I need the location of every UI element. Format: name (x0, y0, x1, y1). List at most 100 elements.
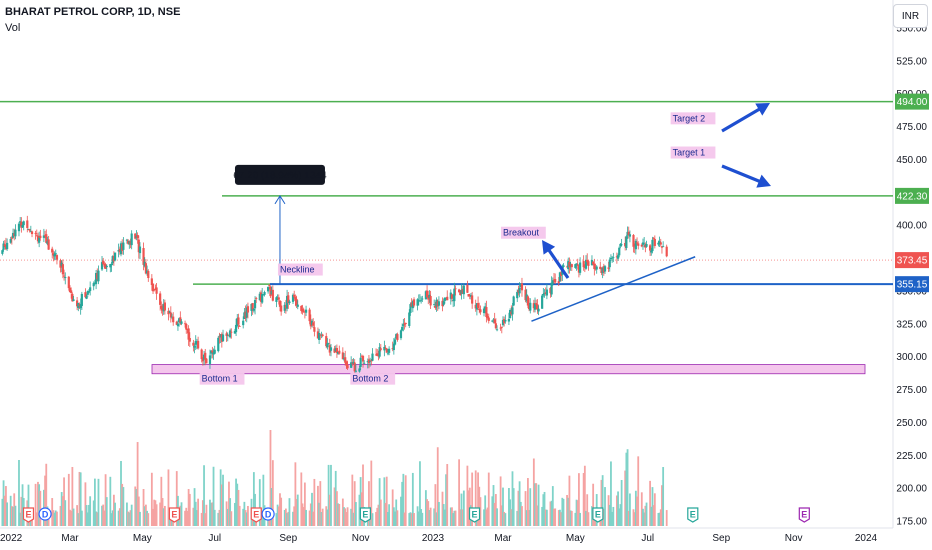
candle-body (270, 290, 273, 295)
support-trendline[interactable] (531, 256, 696, 322)
dividend-marker[interactable] (38, 507, 52, 521)
candle-body (4, 244, 8, 250)
target-2-arrow[interactable] (721, 103, 770, 133)
candle-body (363, 362, 366, 364)
volume-bar (175, 471, 178, 526)
candle-body (569, 264, 572, 267)
candle-body (576, 264, 579, 266)
candle-body (476, 303, 480, 309)
neckline-price-label[interactable] (895, 276, 929, 293)
target-2-label-bg (670, 112, 716, 125)
volume-bar (318, 502, 321, 526)
candle-body (599, 266, 602, 269)
candle-body (46, 241, 49, 245)
candle-body (510, 311, 513, 315)
earnings-marker[interactable] (22, 507, 35, 523)
volume-bar (600, 479, 603, 526)
candle-body (213, 349, 216, 354)
candle-body (68, 287, 72, 293)
volume-bar (568, 475, 571, 526)
candle-body (377, 354, 380, 356)
current-price-label[interactable] (895, 252, 929, 269)
volume-bar (94, 478, 96, 526)
candle-body (155, 287, 158, 294)
earnings-marker[interactable] (592, 507, 604, 523)
volume-bar (203, 465, 205, 526)
currency-button[interactable]: INR (893, 4, 928, 28)
target-1-price-label[interactable] (895, 187, 929, 204)
volume-bar (302, 507, 305, 526)
volume-bar (537, 484, 540, 526)
candle-body (112, 255, 115, 262)
candle-body (625, 236, 628, 249)
volume-bar (143, 506, 146, 526)
candle-body (471, 295, 474, 304)
candle-body (486, 316, 489, 318)
candle-body (532, 303, 535, 309)
earnings-marker[interactable] (168, 507, 180, 523)
candle-body (441, 300, 444, 307)
earnings-marker[interactable] (798, 507, 810, 523)
candle-body (285, 295, 289, 309)
volume-bar (14, 505, 17, 526)
candle-body (484, 306, 487, 310)
volume-bar (661, 485, 663, 526)
candle-body (418, 300, 422, 302)
target-2-price-label[interactable] (895, 93, 929, 110)
breakout-arrow[interactable] (542, 240, 570, 279)
candle-body (665, 246, 668, 257)
volume-bar (204, 513, 207, 526)
volume-bar (575, 499, 578, 526)
candle-body (64, 277, 67, 279)
candle-body (353, 362, 356, 372)
volume-bar (236, 483, 239, 526)
volume-bar (424, 490, 427, 526)
volume-bar (193, 488, 196, 526)
candle-body (287, 295, 290, 304)
volume-bar (388, 504, 391, 526)
volume-bar (252, 472, 255, 526)
candle-body (336, 351, 340, 354)
candle-body (10, 237, 13, 239)
candle-body (360, 356, 363, 358)
volume-bar (295, 498, 298, 526)
earnings-marker[interactable] (359, 507, 371, 523)
volume-bar (409, 512, 412, 526)
candle-body (219, 334, 222, 338)
volume-bar (337, 503, 339, 526)
earnings-marker[interactable] (687, 507, 699, 523)
volume-bar (384, 502, 387, 526)
candle-body (582, 261, 585, 268)
dividend-marker[interactable] (261, 507, 275, 521)
earnings-marker[interactable] (468, 507, 481, 523)
volume-bar (433, 508, 436, 526)
candle-body (611, 257, 614, 259)
target-1-arrow[interactable] (721, 164, 771, 188)
candle-body (537, 308, 540, 312)
candle-body (60, 262, 63, 266)
volume-bar (549, 501, 552, 526)
volume-bar (442, 504, 445, 526)
candle-body (53, 254, 56, 257)
current-price-text: 373.45 (897, 256, 928, 267)
price-axis[interactable] (893, 0, 932, 550)
volume-bar (145, 504, 147, 526)
double-bottom-zone[interactable] (151, 364, 866, 375)
earnings-marker[interactable] (250, 507, 262, 523)
volume-bar (226, 508, 229, 526)
time-tick-label: Nov (785, 533, 803, 544)
candle-body (562, 265, 565, 267)
volume-bar (426, 499, 428, 526)
volume-bar (519, 501, 522, 526)
candle-body (238, 326, 241, 327)
target-1-price-text: 422.30 (897, 191, 928, 202)
candle-body (637, 243, 640, 246)
volume-bar (159, 502, 162, 526)
volume-bar (37, 481, 39, 526)
volume-bar (150, 472, 153, 526)
candle-body (544, 292, 547, 294)
volume-bar (155, 504, 158, 526)
candle-body (584, 259, 588, 269)
